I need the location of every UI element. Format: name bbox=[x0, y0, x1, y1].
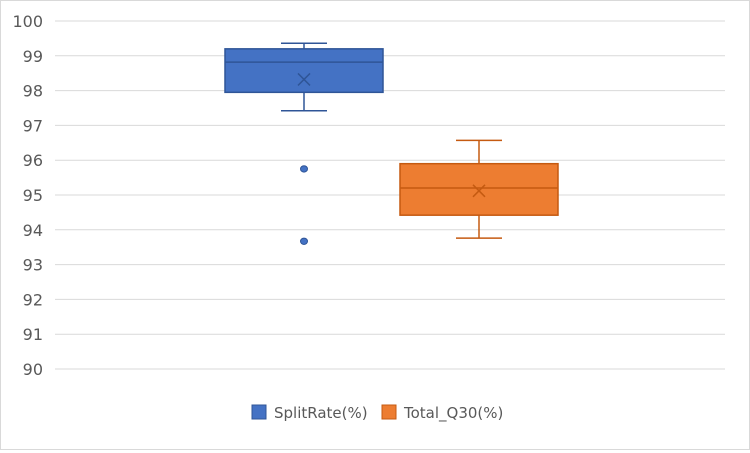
y-tick-label: 91 bbox=[23, 325, 43, 344]
box-series bbox=[224, 42, 384, 245]
mean-marker bbox=[297, 72, 311, 86]
legend-label: SplitRate(%) bbox=[274, 404, 368, 422]
y-tick-label: 94 bbox=[23, 221, 43, 240]
y-tick-label: 99 bbox=[23, 47, 43, 66]
y-axis: 90 91 92 93 94 95 96 97 98 99 100 bbox=[12, 12, 43, 379]
legend-item: SplitRate(%) bbox=[251, 404, 368, 422]
y-tick-label: 92 bbox=[23, 290, 43, 309]
outlier-point bbox=[300, 165, 308, 173]
legend-label: Total_Q30(%) bbox=[403, 404, 503, 423]
box-series bbox=[399, 139, 559, 239]
box bbox=[224, 48, 384, 94]
y-tick-label: 95 bbox=[23, 186, 43, 205]
box-plots bbox=[224, 42, 559, 245]
legend-item: Total_Q30(%) bbox=[381, 404, 503, 423]
legend-swatch bbox=[251, 404, 267, 420]
legend: SplitRate(%) Total_Q30(%) bbox=[251, 404, 503, 423]
y-tick-label: 93 bbox=[23, 256, 43, 275]
outlier-point bbox=[300, 237, 308, 245]
y-tick-label: 90 bbox=[23, 360, 43, 379]
mean-marker bbox=[472, 184, 486, 198]
gridlines bbox=[55, 20, 725, 370]
y-tick-label: 98 bbox=[23, 82, 43, 101]
legend-swatch bbox=[381, 404, 397, 420]
y-tick-label: 97 bbox=[23, 116, 43, 135]
y-tick-label: 96 bbox=[23, 151, 43, 170]
y-tick-label: 100 bbox=[12, 12, 43, 31]
box bbox=[399, 162, 559, 216]
